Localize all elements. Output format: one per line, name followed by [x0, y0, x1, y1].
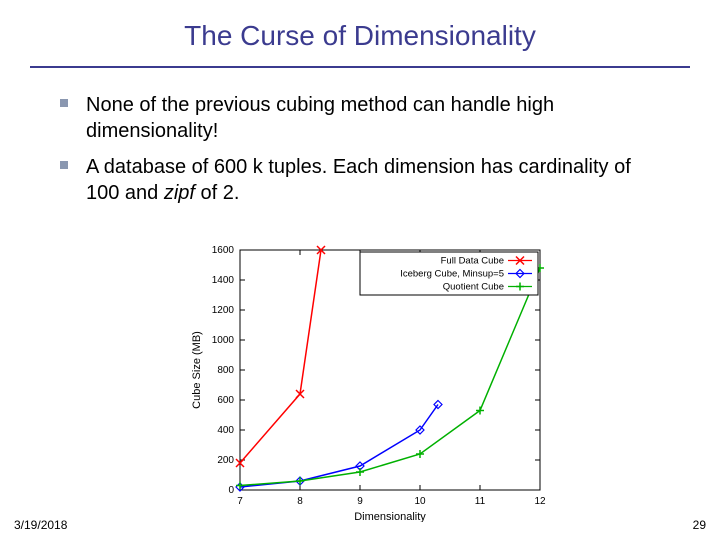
- bullet-marker: [60, 161, 68, 169]
- svg-text:800: 800: [217, 365, 234, 376]
- svg-text:1600: 1600: [212, 245, 235, 256]
- bullet-italic: zipf: [164, 182, 195, 204]
- bullet-suffix: of 2.: [195, 182, 239, 204]
- svg-text:10: 10: [414, 496, 426, 507]
- svg-text:0: 0: [228, 485, 234, 496]
- chart-svg: 0 200 400 600 800 1000 1200 1400 1600 7 8 9 10 11 12 Di…: [185, 232, 555, 522]
- svg-text:1200: 1200: [212, 305, 235, 316]
- svg-text:7: 7: [237, 496, 243, 507]
- svg-text:1400: 1400: [212, 275, 235, 286]
- svg-text:Iceberg Cube, Minsup=5: Iceberg Cube, Minsup=5: [400, 269, 504, 280]
- svg-text:1000: 1000: [212, 335, 235, 346]
- svg-text:600: 600: [217, 395, 234, 406]
- bullet-marker: [60, 99, 68, 107]
- svg-text:11: 11: [475, 496, 486, 507]
- bullet-text: A database of 600 k tuples. Each dimensi…: [86, 154, 660, 206]
- svg-text:8: 8: [297, 496, 303, 507]
- svg-text:9: 9: [357, 496, 363, 507]
- bullet-list: None of the previous cubing method can h…: [60, 92, 660, 206]
- svg-text:400: 400: [217, 425, 234, 436]
- bullet-item: None of the previous cubing method can h…: [60, 92, 660, 144]
- title-underline: [30, 66, 690, 68]
- svg-text:12: 12: [534, 496, 546, 507]
- svg-text:Quotient Cube: Quotient Cube: [443, 282, 504, 293]
- svg-text:Cube Size (MB): Cube Size (MB): [191, 331, 203, 409]
- footer-page-number: 29: [693, 518, 706, 532]
- footer-date: 3/19/2018: [14, 518, 67, 532]
- svg-text:200: 200: [217, 455, 234, 466]
- svg-text:Dimensionality: Dimensionality: [354, 511, 426, 522]
- slide-title: The Curse of Dimensionality: [0, 20, 720, 52]
- bullet-text: None of the previous cubing method can h…: [86, 92, 660, 144]
- bullet-item: A database of 600 k tuples. Each dimensi…: [60, 154, 660, 206]
- svg-text:Full Data Cube: Full Data Cube: [441, 256, 504, 267]
- chart: 0 200 400 600 800 1000 1200 1400 1600 7 8 9 10 11 12 Di…: [185, 232, 555, 522]
